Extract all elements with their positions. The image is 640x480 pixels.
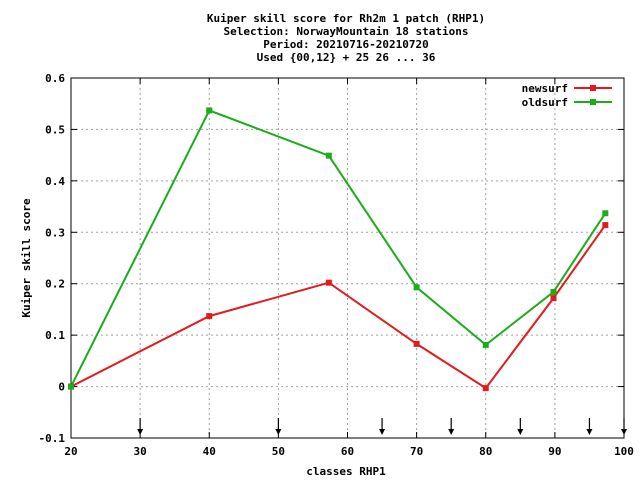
x-axis-label: classes RHP1 xyxy=(306,465,386,478)
x-tick-label: 60 xyxy=(341,445,354,458)
data-point-oldsurf xyxy=(413,284,420,291)
data-point-newsurf xyxy=(602,222,609,229)
data-point-newsurf xyxy=(206,313,213,320)
arrow-marker-icon xyxy=(379,418,386,435)
arrow-marker-icon xyxy=(586,418,593,435)
data-point-oldsurf xyxy=(550,288,557,295)
data-point-newsurf xyxy=(550,295,557,302)
chart-subtitle-period: Period: 20210716-20210720 xyxy=(263,38,429,51)
arrow-head xyxy=(517,429,524,435)
data-point-oldsurf xyxy=(206,107,213,114)
x-tick-label: 30 xyxy=(134,445,147,458)
arrow-marker-icon xyxy=(517,418,524,435)
x-tick-label: 70 xyxy=(410,445,423,458)
data-point-oldsurf xyxy=(602,210,609,217)
x-tick-label: 80 xyxy=(479,445,492,458)
series-line-newsurf xyxy=(70,224,607,390)
x-tick-label: 50 xyxy=(272,445,285,458)
data-point-oldsurf xyxy=(482,341,489,348)
x-tick-label: 40 xyxy=(203,445,216,458)
chart-subtitle-used: Used {00,12} + 25 26 ... 36 xyxy=(257,51,436,64)
x-tick-labels: 20 30 40 50 60 70 80 90 100 xyxy=(64,445,634,458)
y-axis-label: Kuiper skill score xyxy=(20,198,33,318)
data-point-newsurf xyxy=(482,385,489,392)
arrow-marker-icon xyxy=(448,418,455,435)
y-tick-label: 0.4 xyxy=(45,175,65,188)
legend-label-oldsurf: oldsurf xyxy=(522,96,568,109)
arrow-head xyxy=(586,429,593,435)
arrow-head xyxy=(448,429,455,435)
legend-label-newsurf: newsurf xyxy=(522,82,568,95)
class-boundary-arrows xyxy=(137,418,627,435)
y-tick-label: 0.6 xyxy=(45,72,65,85)
legend-marker-oldsurf xyxy=(590,99,596,105)
arrow-marker-icon xyxy=(275,418,282,435)
chart-subtitle-selection: Selection: NorwayMountain 18 stations xyxy=(223,25,468,38)
y-tick-label: 0.1 xyxy=(45,329,65,342)
x-tick-label: 20 xyxy=(64,445,77,458)
chart-title-block: Kuiper skill score for Rh2m 1 patch (RHP… xyxy=(207,12,485,64)
arrow-marker-icon xyxy=(137,418,144,435)
y-tick-labels: -0.1 0 0.1 0.2 0.3 0.4 0.5 0.6 xyxy=(39,72,66,445)
arrow-head xyxy=(275,429,282,435)
data-point-newsurf xyxy=(325,279,332,286)
series-lines xyxy=(68,107,609,392)
x-tick-label: 90 xyxy=(548,445,561,458)
arrow-head xyxy=(379,429,386,435)
arrow-marker-icon xyxy=(621,418,627,435)
axis-ticks xyxy=(70,77,625,439)
arrow-head xyxy=(137,429,144,435)
data-point-oldsurf xyxy=(325,152,332,159)
legend-marker-newsurf xyxy=(590,85,596,91)
x-tick-label: 100 xyxy=(614,445,634,458)
y-tick-label: 0.2 xyxy=(45,278,65,291)
y-tick-label: 0.5 xyxy=(45,123,65,136)
data-point-oldsurf xyxy=(68,383,74,390)
grid-lines xyxy=(71,78,624,438)
chart-title: Kuiper skill score for Rh2m 1 patch (RHP… xyxy=(207,12,485,25)
y-tick-label: -0.1 xyxy=(39,432,66,445)
y-tick-label: 0 xyxy=(58,381,65,394)
arrow-head xyxy=(621,429,627,435)
data-point-newsurf xyxy=(413,340,420,347)
y-tick-label: 0.3 xyxy=(45,226,65,239)
